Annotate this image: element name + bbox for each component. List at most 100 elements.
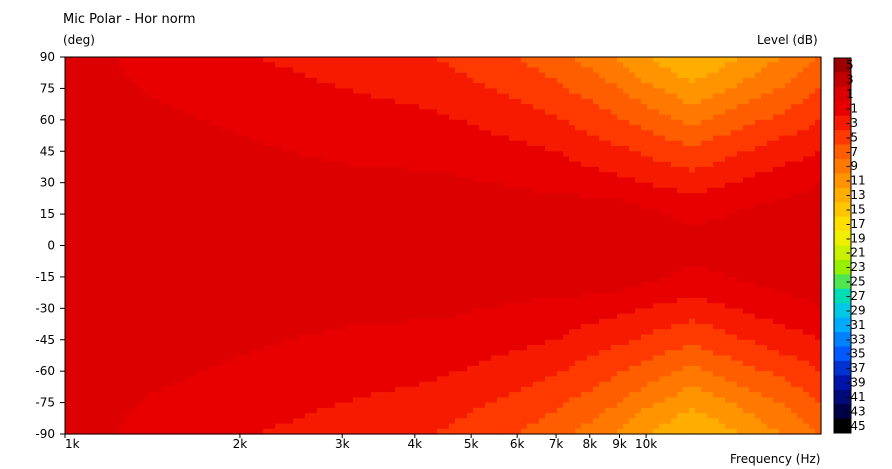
- heatmap-cell: [131, 392, 138, 398]
- heatmap-cell: [161, 276, 168, 283]
- heatmap-cell: [209, 397, 216, 404]
- heatmap-cell: [71, 67, 78, 74]
- heatmap-cell: [365, 381, 372, 388]
- heatmap-cell: [83, 339, 90, 346]
- heatmap-cell: [197, 198, 204, 205]
- heatmap-cell: [185, 350, 192, 357]
- heatmap-cell: [173, 208, 180, 215]
- heatmap-cell: [269, 146, 276, 152]
- heatmap-cell: [251, 292, 258, 299]
- heatmap-cell: [407, 318, 414, 325]
- heatmap-cell: [359, 428, 366, 435]
- heatmap-cell: [335, 276, 342, 283]
- heatmap-cell: [275, 135, 282, 142]
- heatmap-cell: [263, 130, 270, 137]
- heatmap-cell: [239, 255, 246, 262]
- heatmap-cell: [221, 371, 228, 378]
- heatmap-cell: [473, 413, 480, 419]
- heatmap-cell: [407, 355, 414, 362]
- heatmap-cell: [251, 98, 258, 105]
- heatmap-cell: [383, 428, 390, 435]
- heatmap-cell: [245, 240, 252, 247]
- heatmap-cell: [431, 360, 438, 367]
- heatmap-cell: [95, 402, 102, 409]
- heatmap-cell: [113, 93, 120, 100]
- heatmap-cell: [137, 376, 144, 383]
- heatmap-cell: [83, 109, 90, 116]
- heatmap-cell: [317, 187, 324, 194]
- heatmap-cell: [425, 235, 432, 241]
- heatmap-cell: [83, 172, 90, 179]
- heatmap-cell: [455, 344, 462, 351]
- heatmap-cell: [413, 329, 420, 336]
- heatmap-cell: [389, 177, 396, 184]
- heatmap-cell: [389, 276, 396, 283]
- heatmap-cell: [425, 334, 432, 341]
- heatmap-cell: [299, 324, 306, 330]
- heatmap-cell: [425, 57, 432, 63]
- heatmap-cell: [143, 229, 150, 236]
- heatmap-cell: [407, 198, 414, 205]
- heatmap-cell: [155, 313, 162, 320]
- heatmap-cell: [425, 276, 432, 283]
- heatmap-cell: [155, 208, 162, 215]
- heatmap-cell: [167, 276, 174, 283]
- heatmap-cell: [125, 208, 132, 215]
- heatmap-cell: [137, 350, 144, 357]
- heatmap-cell: [227, 324, 234, 330]
- heatmap-cell: [305, 177, 312, 184]
- heatmap-cell: [155, 261, 162, 268]
- heatmap-cell: [377, 214, 384, 220]
- heatmap-cell: [65, 109, 72, 116]
- heatmap-cell: [281, 297, 288, 304]
- heatmap-cell: [479, 104, 486, 110]
- heatmap-cell: [203, 329, 210, 336]
- heatmap-cell: [239, 198, 246, 205]
- heatmap-cell: [143, 392, 150, 398]
- heatmap-cell: [353, 240, 360, 247]
- heatmap-cell: [101, 125, 108, 131]
- heatmap-cell: [371, 77, 378, 84]
- heatmap-cell: [203, 313, 210, 320]
- heatmap-cell: [173, 344, 180, 351]
- heatmap-cell: [353, 324, 360, 330]
- heatmap-cell: [479, 93, 486, 100]
- heatmap-cell: [209, 77, 216, 84]
- heatmap-cell: [95, 250, 102, 257]
- heatmap-cell: [77, 397, 84, 404]
- heatmap-cell: [437, 271, 444, 278]
- heatmap-cell: [347, 282, 354, 288]
- heatmap-cell: [191, 339, 198, 346]
- heatmap-cell: [407, 72, 414, 79]
- heatmap-cell: [347, 365, 354, 372]
- heatmap-cell: [167, 151, 174, 158]
- heatmap-cell: [293, 407, 300, 414]
- heatmap-cell: [233, 397, 240, 404]
- heatmap-cell: [359, 72, 366, 79]
- heatmap-cell: [347, 214, 354, 220]
- heatmap-cell: [293, 187, 300, 194]
- heatmap-cell: [311, 324, 318, 330]
- heatmap-cell: [167, 318, 174, 325]
- heatmap-cell: [107, 261, 114, 268]
- heatmap-cell: [335, 119, 342, 126]
- heatmap-cell: [305, 193, 312, 199]
- heatmap-cell: [65, 187, 72, 194]
- heatmap-cell: [263, 365, 270, 372]
- heatmap-cell: [161, 140, 168, 147]
- heatmap-cell: [431, 344, 438, 351]
- heatmap-cell: [173, 114, 180, 121]
- heatmap-cell: [425, 135, 432, 142]
- heatmap-cell: [419, 324, 426, 330]
- heatmap-cell: [347, 125, 354, 131]
- heatmap-cell: [155, 130, 162, 137]
- heatmap-cell: [407, 287, 414, 294]
- heatmap-cell: [107, 130, 114, 137]
- heatmap-cell: [353, 261, 360, 268]
- heatmap-cell: [407, 386, 414, 393]
- heatmap-cell: [149, 109, 156, 116]
- heatmap-cell: [437, 151, 444, 158]
- heatmap-cell: [407, 219, 414, 226]
- heatmap-cell: [299, 344, 306, 351]
- heatmap-cell: [251, 329, 258, 336]
